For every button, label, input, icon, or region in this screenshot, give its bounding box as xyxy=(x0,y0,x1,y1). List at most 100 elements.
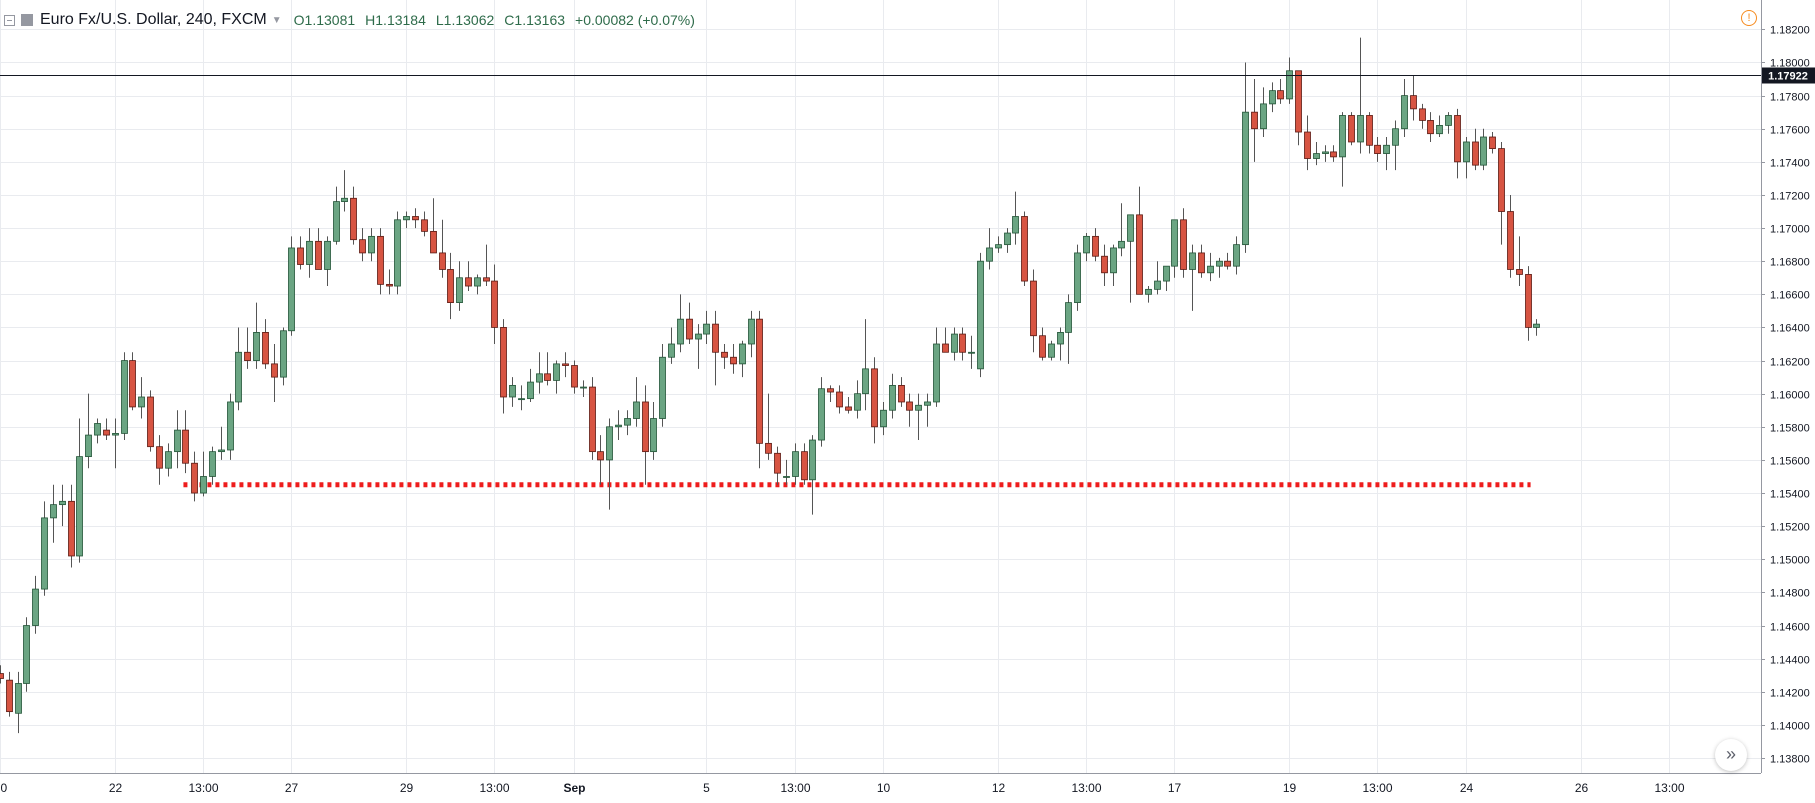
candle[interactable] xyxy=(359,228,366,262)
candle[interactable] xyxy=(1401,79,1408,137)
candle[interactable] xyxy=(1348,112,1355,146)
candle[interactable] xyxy=(1057,327,1064,361)
candle[interactable] xyxy=(906,393,913,427)
candle[interactable] xyxy=(403,211,410,229)
candle[interactable] xyxy=(1110,244,1117,287)
candle[interactable] xyxy=(1118,203,1125,257)
candle[interactable] xyxy=(748,310,755,358)
candle[interactable] xyxy=(562,352,569,378)
candle[interactable] xyxy=(942,327,949,353)
candle[interactable] xyxy=(818,377,825,447)
warning-icon[interactable]: ! xyxy=(1741,10,1757,26)
candle[interactable] xyxy=(774,446,781,485)
candle[interactable] xyxy=(642,385,649,485)
candle[interactable] xyxy=(677,294,684,353)
candle[interactable] xyxy=(783,459,790,485)
candle[interactable] xyxy=(59,484,66,527)
candle[interactable] xyxy=(1145,286,1152,303)
candle[interactable] xyxy=(253,302,260,369)
candle[interactable] xyxy=(1383,137,1390,171)
candle[interactable] xyxy=(977,252,984,378)
candle[interactable] xyxy=(430,198,437,254)
candle[interactable] xyxy=(889,373,896,419)
candle[interactable] xyxy=(509,377,516,407)
candle[interactable] xyxy=(0,665,4,684)
candle[interactable] xyxy=(703,310,710,344)
candle[interactable] xyxy=(368,228,375,262)
candle[interactable] xyxy=(1171,219,1178,278)
candle[interactable] xyxy=(191,451,198,502)
candle[interactable] xyxy=(421,211,428,237)
candle[interactable] xyxy=(1083,233,1090,262)
time-axis[interactable]: 20 22 13:00 27 29 13:00 Sep 5 13:00 10 12 13:00 17 19… xyxy=(0,781,1685,795)
candle[interactable] xyxy=(730,344,737,374)
candle[interactable] xyxy=(1127,214,1134,303)
candle[interactable] xyxy=(845,396,852,414)
collapse-icon[interactable] xyxy=(4,14,15,26)
candle[interactable] xyxy=(721,344,728,369)
candle[interactable] xyxy=(465,261,472,292)
candle[interactable] xyxy=(1092,228,1099,262)
candle[interactable] xyxy=(1339,112,1346,187)
candle[interactable] xyxy=(1507,194,1514,278)
candle[interactable] xyxy=(412,208,419,229)
candle[interactable] xyxy=(1154,261,1161,295)
candle[interactable] xyxy=(68,484,75,568)
candle[interactable] xyxy=(1004,228,1011,253)
candle[interactable] xyxy=(1260,87,1267,137)
candle[interactable] xyxy=(377,228,384,295)
candle[interactable] xyxy=(712,310,719,386)
candle[interactable] xyxy=(536,352,543,394)
candle[interactable] xyxy=(1101,244,1108,287)
candle[interactable] xyxy=(1533,319,1540,336)
candle[interactable] xyxy=(827,385,834,402)
candle[interactable] xyxy=(1489,132,1496,154)
candle[interactable] xyxy=(527,368,534,402)
candle[interactable] xyxy=(297,236,304,270)
candle[interactable] xyxy=(147,390,154,452)
candle[interactable] xyxy=(76,418,83,563)
candle[interactable] xyxy=(1392,120,1399,171)
candle[interactable] xyxy=(633,377,640,427)
candle[interactable] xyxy=(474,274,481,295)
candle[interactable] xyxy=(1516,236,1523,287)
candle[interactable] xyxy=(174,410,181,469)
candle[interactable] xyxy=(491,264,498,344)
candle[interactable] xyxy=(6,671,13,717)
candle[interactable] xyxy=(1030,269,1037,353)
candle[interactable] xyxy=(1039,327,1046,361)
candle[interactable] xyxy=(41,501,48,596)
candle[interactable] xyxy=(624,410,631,436)
candle[interactable] xyxy=(103,418,110,441)
chevron-down-icon[interactable]: ▼ xyxy=(271,14,282,26)
candle[interactable] xyxy=(756,310,763,469)
candle[interactable] xyxy=(1322,145,1329,162)
candle[interactable] xyxy=(898,377,905,407)
candle[interactable] xyxy=(915,393,922,441)
candle[interactable] xyxy=(1012,191,1019,245)
candle[interactable] xyxy=(553,360,560,394)
candle[interactable] xyxy=(235,327,242,411)
candle[interactable] xyxy=(695,324,702,369)
candle[interactable] xyxy=(686,302,693,344)
candle[interactable] xyxy=(597,435,604,485)
candle[interactable] xyxy=(951,327,958,361)
candle[interactable] xyxy=(483,244,490,287)
candle[interactable] xyxy=(333,186,340,245)
candle[interactable] xyxy=(862,319,869,411)
candle[interactable] xyxy=(1366,112,1373,154)
candle[interactable] xyxy=(262,319,269,369)
candle[interactable] xyxy=(1021,211,1028,287)
candle[interactable] xyxy=(650,401,657,460)
candle[interactable] xyxy=(659,344,666,427)
candle[interactable] xyxy=(668,327,675,364)
candle[interactable] xyxy=(129,352,136,411)
candle[interactable] xyxy=(986,228,993,270)
candle[interactable] xyxy=(880,401,887,436)
candle[interactable] xyxy=(1189,244,1196,311)
candle[interactable] xyxy=(1498,141,1505,245)
candle[interactable] xyxy=(1198,244,1205,278)
candle[interactable] xyxy=(341,170,348,212)
candle[interactable] xyxy=(218,426,225,460)
